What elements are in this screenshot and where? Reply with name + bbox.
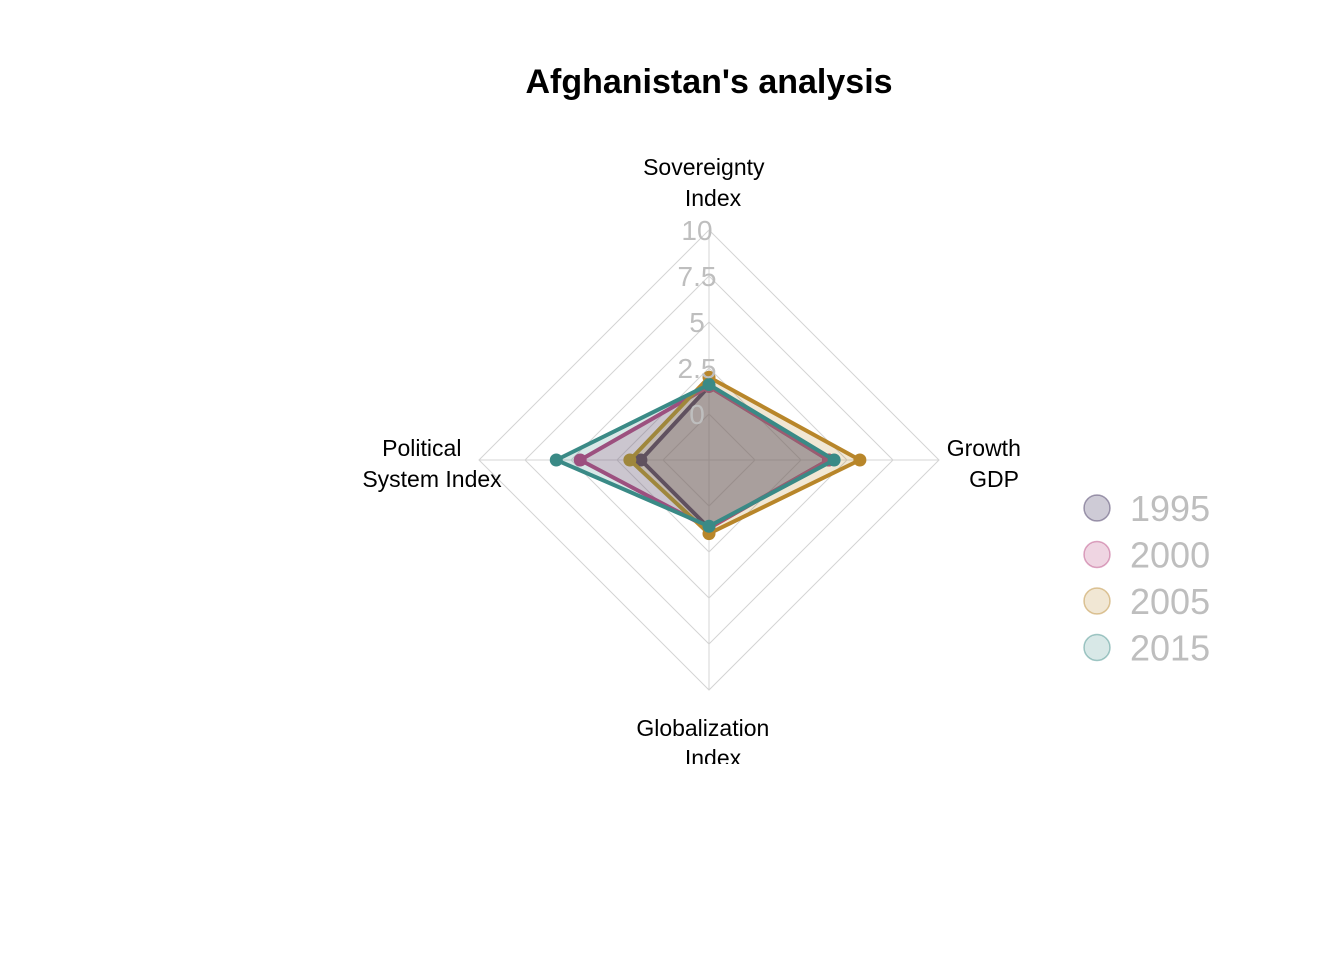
series-point-2015-0 [702,378,716,392]
series-2015 [549,378,841,533]
tick-label-0: 0 [689,399,705,430]
tick-label-2: 5 [689,307,705,338]
legend-swatch-2005 [1083,587,1111,615]
legend-swatch-1995 [1083,494,1111,522]
series-point-1995-3 [634,453,648,467]
tick-label-1: 2.5 [678,353,717,384]
series-point-2005-1 [853,453,867,467]
plot-clip-mask [600,764,820,794]
axis-label-growth: Growth GDP [947,435,1028,492]
legend-label-2005: 2005 [1130,581,1210,622]
axis-label-globalization: Globalization Index [636,715,775,771]
chart-title: Afghanistan's analysis [525,63,892,101]
radar-tick-labels: 0 2.5 5 7.5 10 [678,215,717,430]
radar-grid [478,229,940,691]
axis-label-sovereignty: Sovereignty Index [643,154,771,211]
tick-label-3: 7.5 [678,261,717,292]
legend-swatch-2000 [1083,540,1111,569]
series-point-2015-3 [549,453,563,467]
series-point-2015-1 [827,453,841,467]
tick-label-4: 10 [681,215,712,246]
legend-label-2015: 2015 [1130,628,1210,669]
radar-series [549,370,867,541]
series-point-2000-3 [573,453,587,467]
axis-label-political: Political System Index [362,435,502,492]
legend: 1995 2000 2005 2015 [1083,488,1210,669]
legend-label-1995: 1995 [1130,488,1210,529]
series-point-2005-3 [623,453,637,467]
legend-swatch-2015 [1083,633,1111,662]
series-point-2015-2 [702,519,716,533]
legend-label-2000: 2000 [1130,535,1210,576]
